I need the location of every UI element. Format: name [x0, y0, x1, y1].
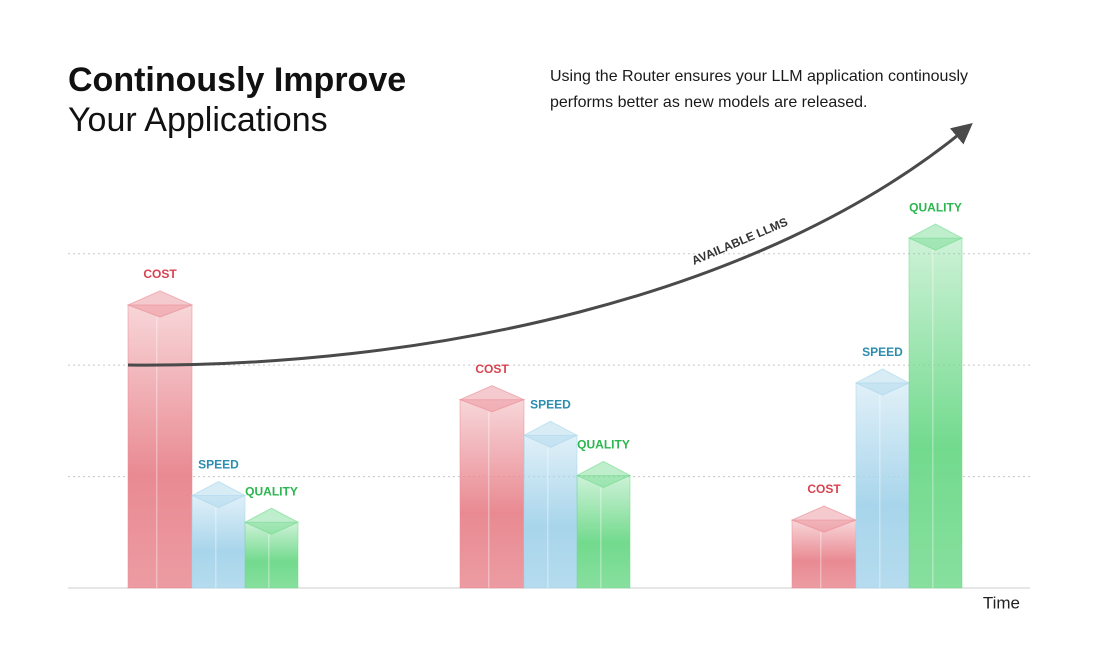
series-label: COST: [143, 267, 177, 281]
bar: [791, 519, 857, 589]
bar-cap: [907, 223, 964, 251]
bar: [576, 474, 631, 589]
x-axis-label: Time: [983, 593, 1020, 612]
series-label: SPEED: [862, 345, 903, 359]
bar-cap: [522, 420, 579, 448]
bar: [523, 434, 578, 589]
bar-cap: [190, 480, 247, 509]
bar: [908, 237, 963, 589]
series-label: COST: [475, 362, 509, 376]
series-label: SPEED: [530, 398, 571, 412]
bar: [459, 399, 525, 589]
description: Using the Router ensures your LLM applic…: [550, 68, 969, 111]
trend-arrow: [127, 122, 973, 367]
bar-cap: [458, 385, 526, 413]
bar: [855, 382, 910, 589]
bar-cap: [243, 507, 300, 535]
bar: [244, 521, 299, 589]
bar-cap: [575, 460, 632, 489]
series-label: QUALITY: [909, 200, 962, 214]
bar-cap: [126, 290, 194, 318]
series-label: QUALITY: [245, 484, 298, 498]
bar: [191, 495, 246, 589]
series-label: QUALITY: [577, 438, 630, 452]
chart-subtitle: Your Applications: [68, 101, 328, 139]
series-label: COST: [807, 482, 841, 496]
series-label: SPEED: [198, 458, 239, 472]
bar: [127, 304, 193, 589]
chart-title: Continously Improve: [68, 61, 406, 99]
